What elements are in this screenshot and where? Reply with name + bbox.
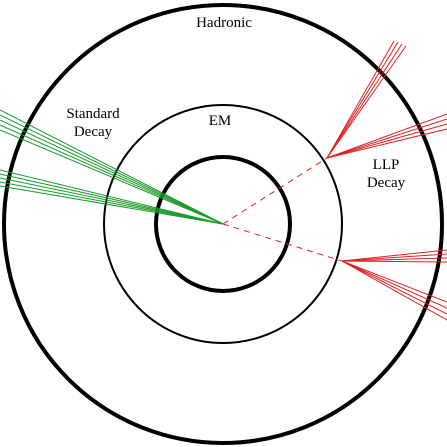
standard-decay-jet-upper <box>0 109 224 225</box>
llp-decay-jet-lower-1 <box>341 249 447 263</box>
hadronic-label: Hadronic <box>196 15 252 31</box>
llp-decay-label-line-2: Decay <box>366 175 406 191</box>
em-label: EM <box>208 113 232 129</box>
llp-decay-jet-upper-2 <box>326 113 447 159</box>
hadronic-calorimeter-ring <box>2 3 444 445</box>
standard-decay-label-line-2: Decay <box>73 124 113 140</box>
standard-decay-jet-lower <box>0 169 224 225</box>
standard-decay-label: Standard Decay <box>48 105 138 141</box>
standard-decay-label-line-1: Standard <box>66 106 120 122</box>
llp-decay-label-line-1: LLP <box>372 157 400 173</box>
llp-path-upper <box>222 157 328 225</box>
inner-tracker-ring <box>154 155 292 293</box>
llp-decay-jet-lower-2 <box>341 260 447 321</box>
llp-decay-jet-upper-1 <box>326 40 407 159</box>
llp-path-lower <box>222 223 343 262</box>
llp-decay-label: LLP Decay <box>346 156 426 192</box>
em-calorimeter-ring <box>103 104 343 344</box>
